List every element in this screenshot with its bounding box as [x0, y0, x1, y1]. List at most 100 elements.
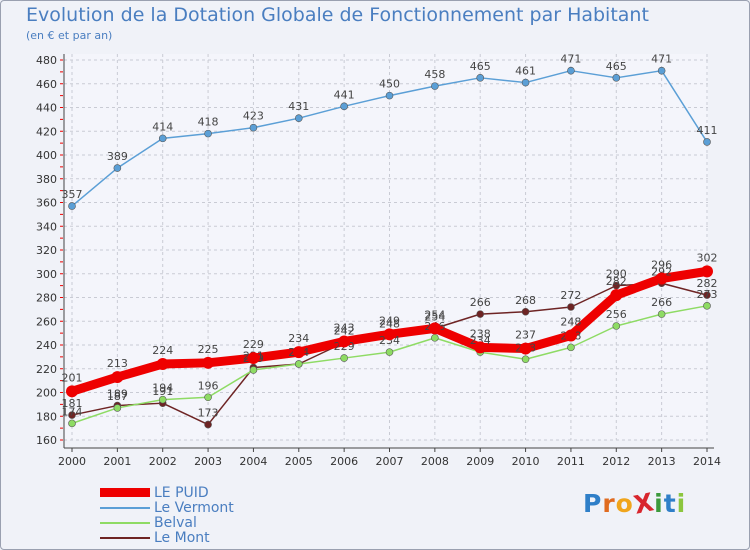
x-tick-label: 2001 — [103, 455, 131, 468]
point-belval — [385, 348, 394, 356]
x-tick-label: 2008 — [421, 455, 449, 468]
legend: LE PUID Le Vermont Belval Le Mont — [100, 485, 320, 546]
data-label-le-vermont: 471 — [560, 53, 581, 66]
data-label-belval: 174 — [62, 405, 83, 418]
data-label-le-mont: 191 — [152, 385, 173, 398]
data-label-le-mont: 266 — [470, 296, 491, 309]
data-label-le-puid: 229 — [243, 338, 264, 351]
data-label-le-mont: 248 — [379, 318, 400, 331]
chart-title: Evolution de la Dotation Globale de Fonc… — [26, 4, 649, 26]
x-tick-label: 2003 — [194, 455, 222, 468]
legend-swatch-le-mont — [100, 537, 150, 539]
x-tick-label: 2000 — [58, 455, 86, 468]
legend-label-le-puid: LE PUID — [154, 485, 209, 501]
logo-letter: i — [654, 489, 664, 518]
point-le-mont — [521, 307, 530, 316]
data-label-le-vermont: 458 — [424, 68, 445, 81]
point-belval — [521, 355, 530, 364]
point-le-puid — [247, 352, 260, 365]
point-le-vermont — [385, 91, 394, 100]
x-tick-label: 2014 — [693, 455, 721, 468]
logo-letter: t — [663, 489, 677, 518]
data-label-le-vermont: 411 — [697, 124, 718, 137]
point-le-mont — [68, 411, 76, 419]
data-label-le-puid: 237 — [515, 329, 536, 342]
x-tick-label: 2004 — [239, 455, 267, 468]
data-label-le-vermont: 414 — [152, 120, 173, 133]
point-belval — [204, 393, 212, 402]
data-label-le-puid: 248 — [560, 316, 581, 329]
data-label-le-mont: 282 — [697, 277, 718, 290]
point-le-vermont — [567, 66, 575, 75]
point-le-puid — [66, 385, 78, 398]
point-belval — [113, 404, 122, 412]
logo-letter: X — [631, 487, 657, 520]
y-tick-label: 240 — [36, 339, 57, 352]
data-label-le-vermont: 471 — [651, 53, 672, 66]
x-tick-label: 2006 — [330, 455, 358, 468]
data-label-le-puid: 238 — [470, 327, 491, 340]
point-le-puid — [338, 335, 351, 348]
logo-letter: r — [602, 489, 616, 518]
data-label-le-mont: 242 — [334, 325, 355, 338]
data-label-belval: 266 — [651, 296, 672, 309]
data-label-le-puid: 213 — [107, 357, 128, 370]
data-label-le-mont: 254 — [424, 310, 445, 323]
legend-swatch-le-vermont — [100, 507, 150, 509]
y-tick-label: 380 — [36, 173, 57, 186]
y-tick-label: 340 — [36, 220, 57, 233]
point-le-vermont — [657, 66, 666, 75]
point-le-vermont — [294, 114, 303, 122]
data-label-le-puid: 254 — [424, 308, 445, 321]
point-le-vermont — [612, 74, 621, 82]
legend-label-le-vermont: Le Vermont — [154, 500, 234, 516]
y-tick-label: 460 — [36, 78, 57, 91]
x-tick-label: 2012 — [602, 455, 630, 468]
y-tick-label: 400 — [36, 149, 57, 162]
data-label-le-vermont: 389 — [107, 150, 128, 163]
point-belval — [657, 310, 666, 318]
point-belval — [158, 395, 167, 404]
data-label-le-vermont: 357 — [62, 188, 83, 201]
point-le-vermont — [249, 123, 258, 132]
point-le-puid — [202, 356, 215, 369]
data-label-le-puid: 249 — [379, 314, 400, 327]
data-label-le-vermont: 465 — [606, 60, 627, 73]
data-label-le-mont: 181 — [62, 397, 83, 410]
data-label-le-puid: 302 — [697, 251, 718, 264]
point-le-mont — [703, 291, 711, 299]
data-label-le-puid: 225 — [198, 343, 219, 356]
data-label-le-puid: 201 — [62, 371, 83, 384]
data-label-belval: 273 — [697, 288, 718, 301]
logo-letter: P — [583, 489, 603, 518]
x-tick-label: 2011 — [557, 455, 585, 468]
y-tick-label: 180 — [36, 410, 57, 423]
point-le-vermont — [340, 102, 348, 111]
data-label-le-vermont: 441 — [334, 88, 355, 101]
logo-letter: o — [615, 489, 634, 518]
point-le-puid — [428, 322, 441, 335]
y-tick-label: 160 — [36, 434, 57, 447]
point-le-vermont — [113, 164, 122, 172]
y-tick-label: 480 — [36, 54, 57, 67]
x-tick-label: 2007 — [376, 455, 404, 468]
legend-item-belval: Belval — [100, 515, 320, 531]
point-le-puid — [655, 272, 668, 285]
data-label-belval: 194 — [152, 382, 173, 395]
point-le-puid — [292, 346, 305, 359]
point-belval — [567, 343, 575, 352]
point-le-puid — [474, 341, 487, 354]
point-le-vermont — [68, 202, 76, 210]
y-tick-label: 420 — [36, 125, 57, 138]
proxiti-logo[interactable]: ProXiti — [583, 487, 686, 520]
data-label-le-vermont: 431 — [288, 100, 309, 113]
x-tick-label: 2002 — [149, 455, 177, 468]
data-label-belval: 256 — [606, 308, 627, 321]
data-label-le-vermont: 465 — [470, 60, 491, 73]
data-label-le-vermont: 418 — [198, 116, 219, 129]
point-le-vermont — [521, 78, 530, 87]
data-label-le-vermont: 461 — [515, 65, 536, 78]
point-le-vermont — [476, 74, 485, 82]
point-belval — [340, 354, 348, 362]
